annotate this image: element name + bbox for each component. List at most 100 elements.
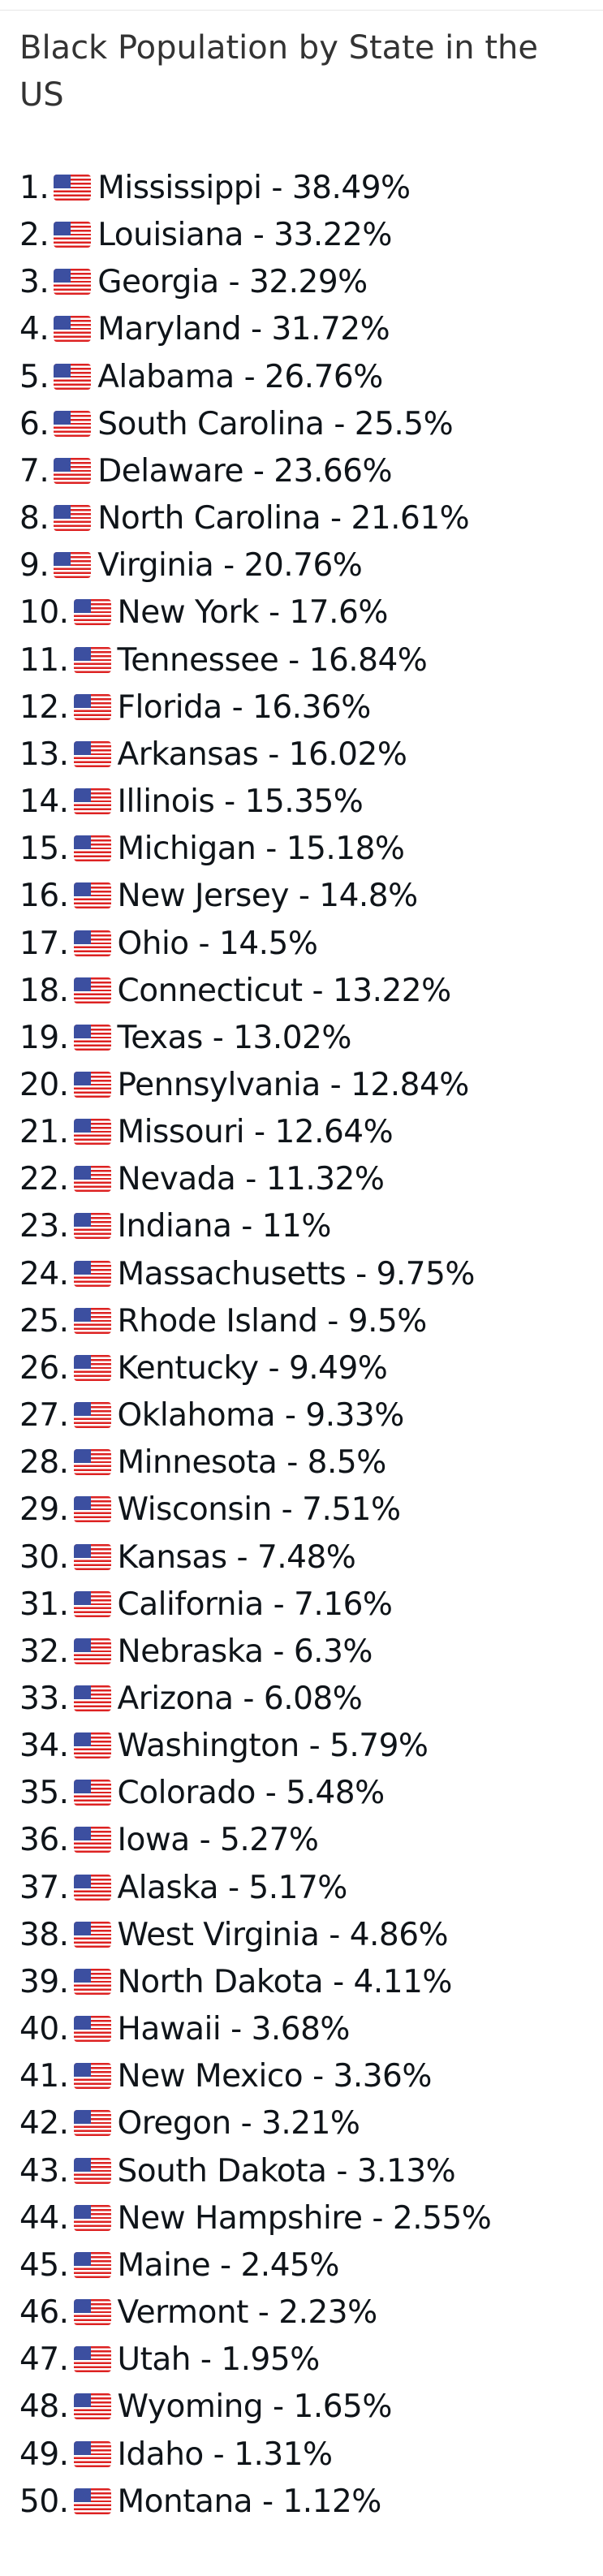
item-text: Washington - 5.79%	[117, 1728, 429, 1765]
rank: 33.	[19, 1681, 69, 1717]
list-item: 14. Illinois - 15.35%	[19, 779, 596, 826]
item-text: Arkansas - 16.02%	[117, 736, 407, 773]
flag-icon	[73, 1638, 111, 1664]
list-item: 10. New York - 17.6%	[19, 589, 596, 636]
flag-icon	[73, 2157, 111, 2184]
flag-icon	[73, 1685, 111, 1711]
flag-icon	[73, 1307, 111, 1334]
list-item: 15. Michigan - 15.18%	[19, 826, 596, 873]
rank: 27.	[19, 1397, 69, 1435]
rank: 35.	[19, 1775, 69, 1812]
list-item: 36. Iowa - 5.27%	[19, 1817, 596, 1864]
flag-icon	[73, 599, 111, 626]
flag-icon	[73, 2440, 111, 2467]
flag-icon	[73, 2063, 111, 2090]
rank: 18.	[19, 972, 69, 1009]
list-item: 44. New Hampshire - 2.55%	[19, 2195, 596, 2242]
item-text: Pennsylvania - 12.84%	[117, 1066, 470, 1103]
list-item: 2. Louisiana - 33.22%	[19, 212, 596, 259]
list-item: 48. Wyoming - 1.65%	[19, 2384, 596, 2431]
list-item: 17. Ohio - 14.5%	[19, 921, 596, 968]
rank: 48.	[19, 2388, 69, 2426]
flag-icon	[73, 1119, 111, 1146]
list-item: 18. Connecticut - 13.22%	[19, 968, 596, 1015]
flag-icon	[54, 410, 92, 437]
flag-icon	[54, 222, 92, 248]
item-text: West Virginia - 4.86%	[117, 1916, 449, 1953]
flag-icon	[73, 693, 111, 720]
item-text: Missouri - 12.64%	[117, 1114, 394, 1151]
item-text: Kansas - 7.48%	[117, 1538, 356, 1576]
rank: 4.	[19, 311, 50, 348]
flag-icon	[73, 1496, 111, 1523]
flag-icon	[73, 2204, 111, 2231]
rank: 29.	[19, 1491, 69, 1529]
list-item: 39. North Dakota - 4.11%	[19, 1959, 596, 2006]
rank: 1.	[19, 170, 50, 206]
post-title: Black Population by State in the US	[19, 29, 539, 114]
rank: 7.	[19, 452, 50, 490]
rank: 22.	[19, 1161, 69, 1198]
rank: 16.	[19, 878, 69, 915]
flag-icon	[73, 1071, 111, 1098]
list-item: 8. North Carolina - 21.61%	[19, 495, 596, 542]
flag-icon	[73, 788, 111, 815]
flag-icon	[73, 882, 111, 909]
flag-icon	[73, 2110, 111, 2137]
flag-icon	[54, 505, 92, 532]
rank: 43.	[19, 2152, 69, 2190]
rank: 10.	[19, 594, 69, 632]
flag-icon	[54, 316, 92, 343]
flag-icon	[73, 2393, 111, 2420]
flag-icon	[73, 1260, 111, 1287]
rank: 13.	[19, 736, 69, 773]
list-item: 3. Georgia - 32.29%	[19, 259, 596, 306]
flag-icon	[73, 930, 111, 956]
rank: 11.	[19, 641, 69, 679]
rank: 21.	[19, 1114, 69, 1151]
item-text: Alaska - 5.17%	[117, 1869, 348, 1906]
rank: 20.	[19, 1066, 69, 1103]
list-item: 1. Mississippi - 38.49%	[19, 165, 596, 212]
item-text: Alabama - 26.76%	[97, 358, 383, 395]
rank: 42.	[19, 2105, 69, 2142]
list-item: 34. Washington - 5.79%	[19, 1723, 596, 1770]
list-item: 24. Massachusetts - 9.75%	[19, 1251, 596, 1298]
list-item: 31. California - 7.16%	[19, 1581, 596, 1629]
item-text: Texas - 13.02%	[117, 1019, 352, 1056]
item-text: Massachusetts - 9.75%	[117, 1255, 476, 1292]
list-item: 16. New Jersey - 14.8%	[19, 873, 596, 920]
rank: 32.	[19, 1633, 69, 1670]
flag-icon	[73, 2251, 111, 2278]
item-text: Utah - 1.95%	[117, 2341, 321, 2379]
item-text: Maine - 2.45%	[117, 2246, 340, 2284]
list-item: 5. Alabama - 26.76%	[19, 354, 596, 401]
rank: 25.	[19, 1302, 69, 1340]
flag-icon	[73, 1921, 111, 1948]
flag-icon	[73, 740, 111, 767]
list-item: 47. Utah - 1.95%	[19, 2337, 596, 2384]
flag-icon	[73, 1827, 111, 1853]
rank: 31.	[19, 1586, 69, 1623]
item-text: Florida - 16.36%	[117, 688, 372, 726]
flag-icon	[73, 1449, 111, 1476]
flag-icon	[73, 1732, 111, 1759]
item-text: California - 7.16%	[117, 1586, 393, 1623]
item-text: Nevada - 11.32%	[117, 1161, 385, 1198]
flag-icon	[73, 1543, 111, 1570]
item-text: Delaware - 23.66%	[97, 452, 393, 490]
item-text: Iowa - 5.27%	[117, 1822, 319, 1859]
item-text: Tennessee - 16.84%	[117, 641, 428, 679]
list-item: 27. Oklahoma - 9.33%	[19, 1392, 596, 1439]
list-item: 30. Kansas - 7.48%	[19, 1534, 596, 1581]
flag-icon	[73, 2346, 111, 2373]
list-item: 7. Delaware - 23.66%	[19, 448, 596, 495]
flag-icon	[73, 1590, 111, 1617]
item-text: South Carolina - 25.5%	[97, 405, 454, 442]
item-text: North Carolina - 21.61%	[97, 500, 470, 537]
list-item: 38. West Virginia - 4.86%	[19, 1912, 596, 1959]
item-text: Rhode Island - 9.5%	[117, 1302, 428, 1340]
rank: 30.	[19, 1538, 69, 1576]
item-text: Ohio - 14.5%	[117, 925, 318, 962]
